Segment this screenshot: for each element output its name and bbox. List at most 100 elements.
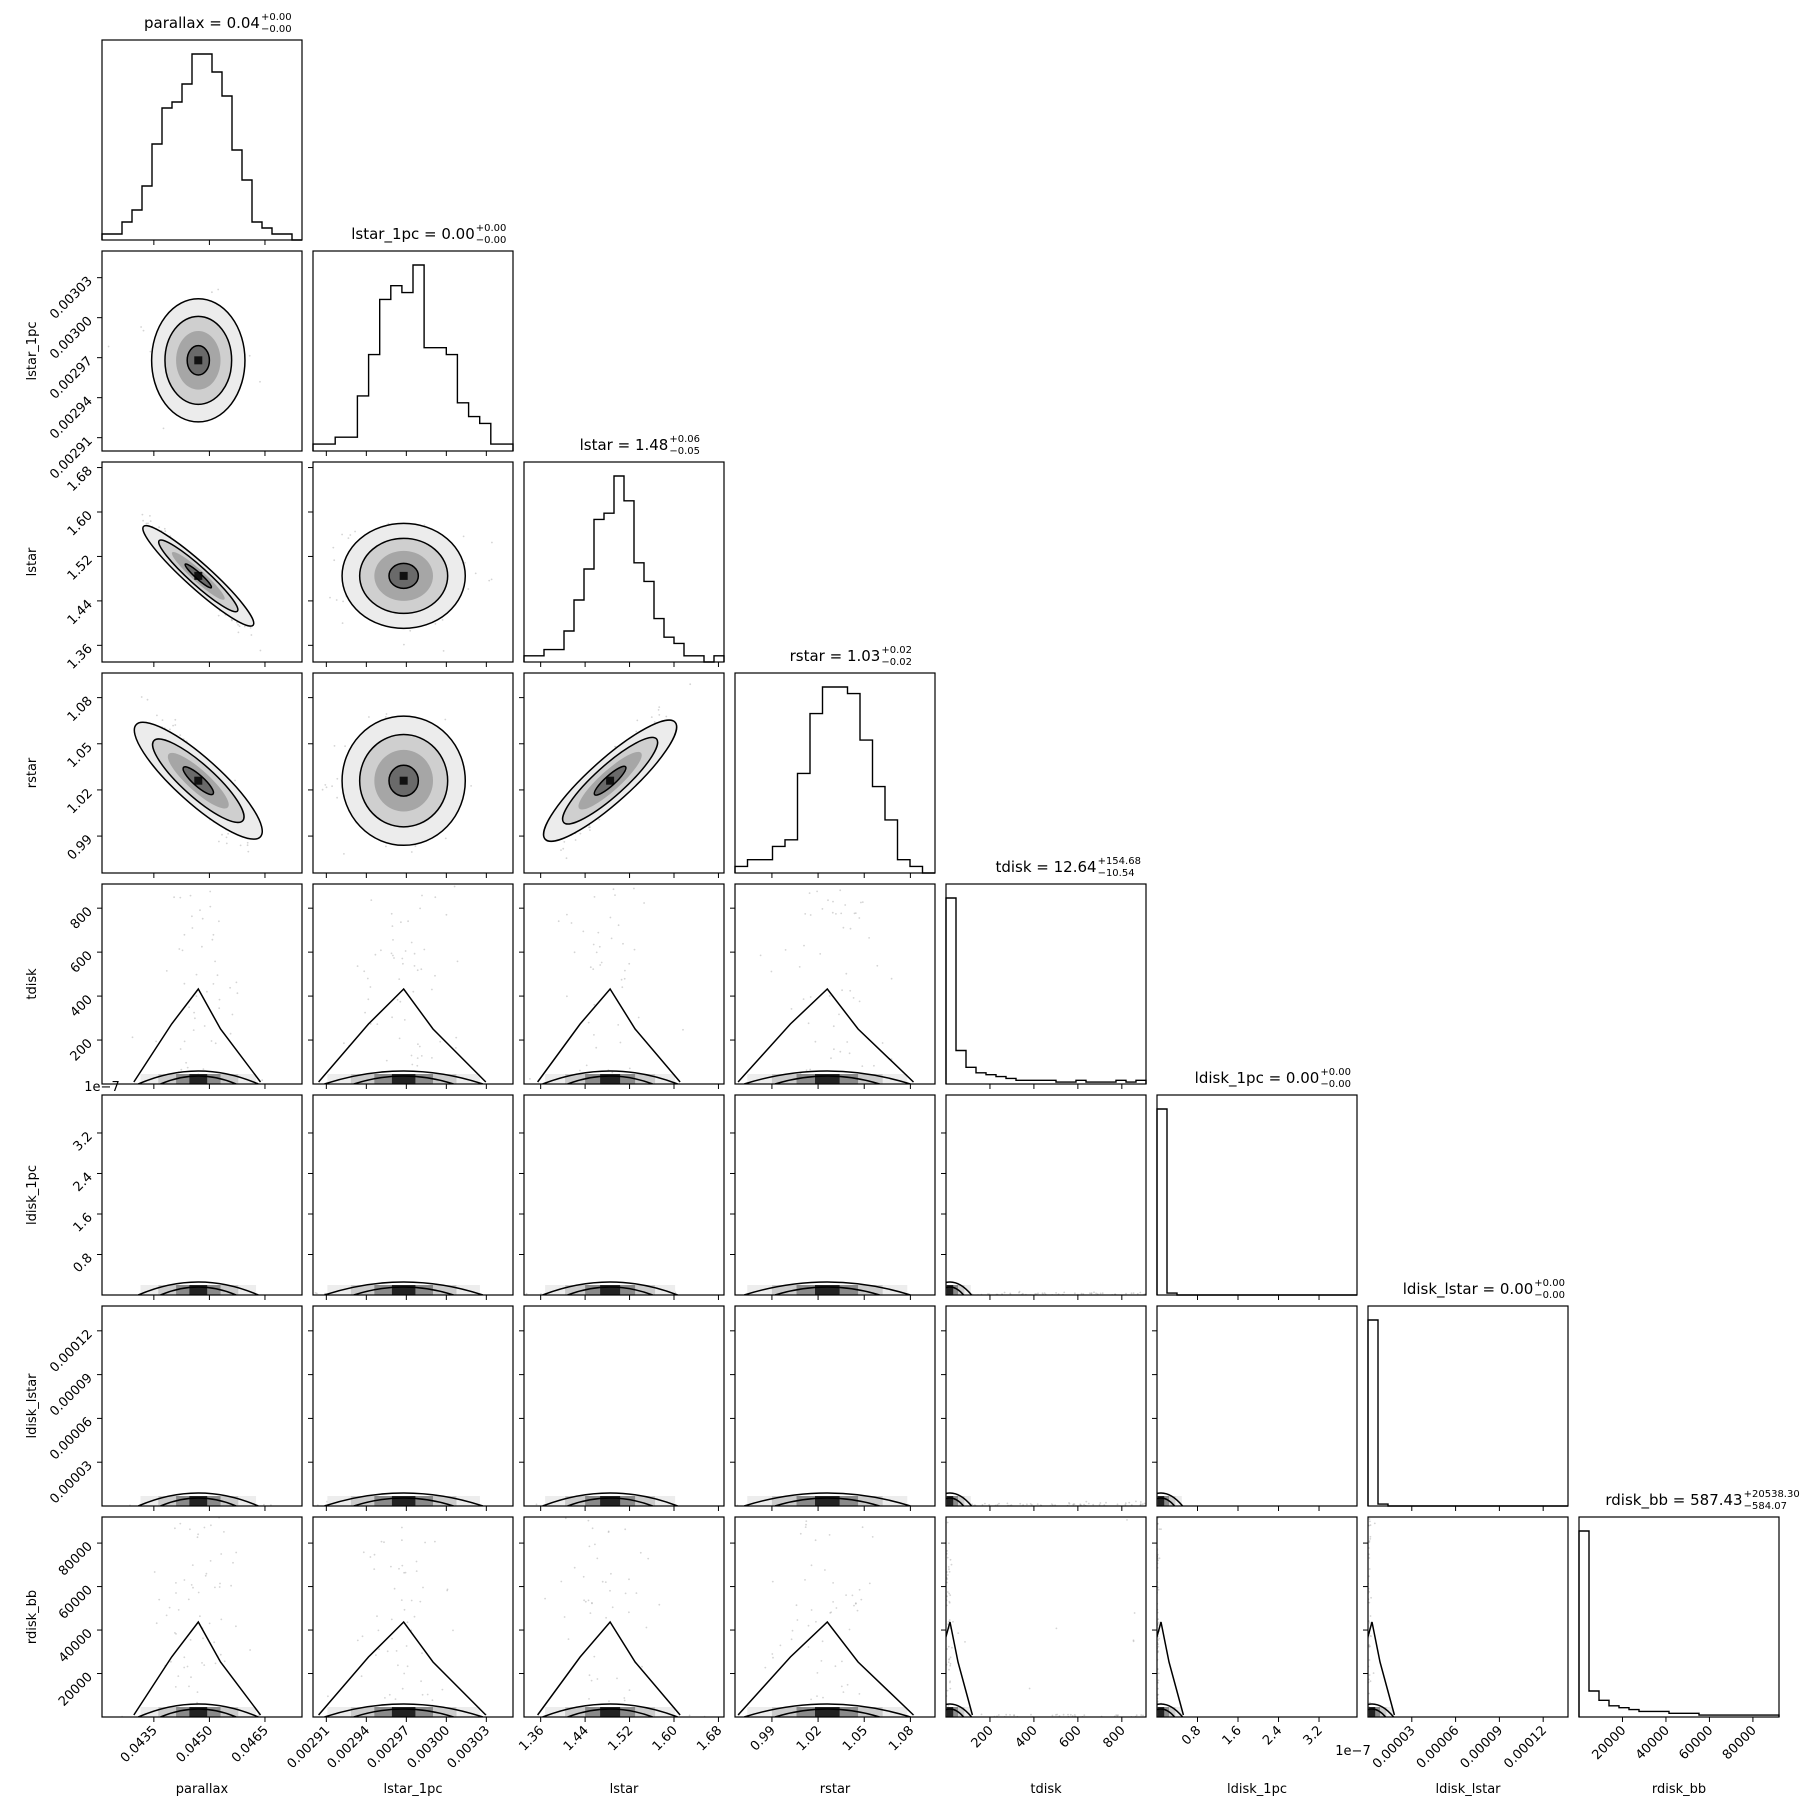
- panel-frame: [945, 1516, 1147, 1718]
- y-tick-label: 0.00297: [47, 354, 96, 403]
- y-tick-label: 1.08: [65, 694, 96, 725]
- panel-rdisk_bb-vs-lstar_1pc: [318, 1526, 487, 1717]
- title-tdisk: tdisk = 12.64 +154.68−10.54: [995, 856, 1141, 879]
- y-tick-label: 0.99: [65, 832, 96, 863]
- x-tick-label: 1.36: [516, 1723, 547, 1754]
- panel-frame: [1156, 1516, 1358, 1718]
- x-axis-label-lstar_1pc: lstar_1pc: [384, 1782, 443, 1797]
- histogram-parallax: [101, 53, 302, 241]
- panel-frame: [1156, 1094, 1358, 1296]
- y-tick-label: 0.8: [71, 1251, 96, 1276]
- histogram-ldisk_lstar: [1367, 1319, 1568, 1507]
- x-tick-label: 0.0450: [173, 1723, 216, 1766]
- x-tick-label: 0.00012: [1501, 1723, 1550, 1772]
- x-tick-label: 400: [1013, 1723, 1041, 1751]
- histogram-ldisk_1pc: [1156, 1108, 1357, 1296]
- panel-frame: [523, 883, 725, 1085]
- y-axis-label-rdisk_bb: rdisk_bb: [25, 1590, 40, 1644]
- panel-frame: [312, 1094, 514, 1296]
- x-axis-label-tdisk: tdisk: [1030, 1782, 1062, 1797]
- y-tick-label: 600: [68, 948, 96, 976]
- title-parallax: parallax = 0.04 +0.00−0.00: [144, 12, 292, 35]
- panel-lstar_1pc-vs-parallax: [107, 288, 261, 430]
- x-tick-label: 0.0465: [229, 1723, 272, 1766]
- title-rdisk_bb: rdisk_bb = 587.43 +20538.30−584.07: [1605, 1489, 1799, 1512]
- panel-ldisk_lstar-vs-tdisk: [946, 1492, 1146, 1506]
- x-tick-label: 1.44: [561, 1723, 592, 1754]
- panel-frame: [101, 1305, 303, 1507]
- x-axis-label-ldisk_1pc: ldisk_1pc: [1227, 1782, 1287, 1797]
- panel-frame: [312, 883, 514, 1085]
- panel-frame: [312, 672, 514, 874]
- x-tick-label: 1.68: [694, 1723, 725, 1754]
- x-tick-label: 20000: [1589, 1723, 1629, 1763]
- panel-rstar-vs-lstar: [542, 683, 692, 860]
- title-rstar: rstar = 1.03 +0.02−0.02: [790, 645, 912, 668]
- panel-frame: [945, 883, 1147, 1085]
- panel-frame: [1367, 1305, 1569, 1507]
- panel-ldisk_1pc-vs-lstar_1pc: [314, 1281, 484, 1295]
- y-tick-label: 3.2: [71, 1129, 96, 1154]
- panel-ldisk_1pc-vs-parallax: [137, 1281, 259, 1295]
- panel-frame: [1578, 1516, 1780, 1718]
- y-offset-label: 1e−7: [84, 1080, 119, 1095]
- y-tick-label: 0.00006: [47, 1415, 96, 1464]
- x-axis-label-parallax: parallax: [176, 1782, 229, 1797]
- x-axis-label-ldisk_lstar: ldisk_lstar: [1435, 1782, 1501, 1797]
- x-tick-label: 0.00006: [1414, 1723, 1463, 1772]
- panel-frame: [734, 1094, 936, 1296]
- panel-ldisk_1pc-vs-lstar: [525, 1281, 678, 1295]
- panel-frame: [312, 461, 514, 663]
- panel-ldisk_lstar-vs-parallax: [129, 1492, 272, 1506]
- panel-ldisk_lstar-vs-lstar: [535, 1492, 678, 1506]
- x-tick-label: 0.00303: [445, 1723, 494, 1772]
- y-tick-label: 800: [68, 904, 96, 932]
- x-tick-label: 1.60: [650, 1723, 681, 1754]
- panel-frame: [101, 883, 303, 1085]
- panel-frame: [734, 1516, 936, 1718]
- panel-frame: [734, 883, 936, 1085]
- x-tick-label: 0.00300: [405, 1723, 454, 1772]
- x-tick-label: 1.6: [1220, 1723, 1245, 1748]
- panel-rdisk_bb-vs-rstar: [737, 1520, 915, 1717]
- panel-frame: [101, 1094, 303, 1296]
- y-axis-label-tdisk: tdisk: [25, 968, 40, 1000]
- x-axis-label-rdisk_bb: rdisk_bb: [1652, 1782, 1706, 1797]
- histogram-lstar_1pc: [312, 264, 514, 451]
- panel-frame: [734, 672, 936, 874]
- panel-ldisk_lstar-vs-lstar_1pc: [316, 1492, 484, 1506]
- x-tick-label: 1.52: [605, 1723, 636, 1754]
- x-tick-label: 0.00294: [325, 1723, 374, 1772]
- panel-lstar-vs-lstar_1pc: [329, 522, 493, 652]
- panel-rdisk_bb-vs-lstar: [537, 1517, 706, 1717]
- title-ldisk_1pc: ldisk_1pc = 0.00 +0.00−0.00: [1195, 1067, 1351, 1090]
- panel-rdisk_bb-vs-ldisk_1pc: [1157, 1517, 1185, 1717]
- panel-ldisk_1pc-vs-tdisk: [946, 1281, 1146, 1295]
- panel-frame: [523, 1305, 725, 1507]
- y-tick-label: 200: [68, 1036, 96, 1064]
- x-tick-label: 60000: [1676, 1723, 1716, 1763]
- panel-frame: [945, 1305, 1147, 1507]
- y-tick-label: 0.00303: [47, 274, 96, 323]
- y-tick-label: 0.00294: [47, 394, 96, 443]
- panel-rdisk_bb-vs-parallax: [121, 1517, 262, 1717]
- x-tick-label: 0.99: [748, 1723, 779, 1754]
- y-tick-label: 40000: [56, 1626, 96, 1666]
- panel-frame: [523, 1094, 725, 1296]
- x-tick-label: 1.02: [794, 1723, 825, 1754]
- panel-frame: [101, 250, 303, 452]
- y-axis-label-lstar_1pc: lstar_1pc: [25, 322, 40, 381]
- x-tick-label: 600: [1057, 1723, 1085, 1751]
- x-tick-label: 1.08: [886, 1723, 917, 1754]
- x-axis-label-rstar: rstar: [820, 1782, 851, 1797]
- y-tick-label: 1.44: [65, 597, 96, 628]
- panel-frame: [312, 250, 514, 452]
- y-tick-label: 0.00009: [47, 1371, 96, 1420]
- x-tick-label: 0.00009: [1458, 1723, 1507, 1772]
- y-tick-label: 1.60: [65, 508, 96, 539]
- panel-tdisk-vs-rstar: [737, 889, 915, 1084]
- x-tick-label: 200: [969, 1723, 997, 1751]
- panel-frame: [523, 672, 725, 874]
- y-tick-label: 0.00012: [47, 1327, 96, 1376]
